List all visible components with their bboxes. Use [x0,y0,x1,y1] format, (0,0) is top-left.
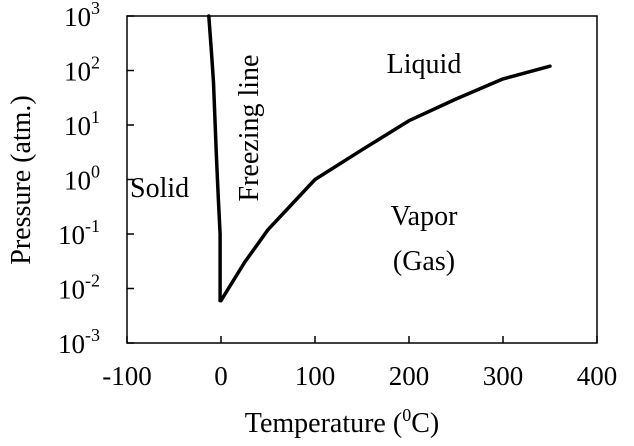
annotation-vapor: Vapor [391,201,459,232]
y-tick-label: 10-1 [58,216,100,250]
vapor-curve [219,64,552,303]
x-tick-label: 300 [483,361,524,391]
annotation-freezing-line: Freezing line [234,55,265,202]
x-axis-ticks: -100 0 100 200 300 400 [102,336,617,391]
x-tick-label: 200 [389,361,430,391]
y-tick-label: 100 [64,162,100,196]
y-tick-label: 10-2 [58,271,100,305]
annotation-solid: Solid [130,173,189,204]
x-tick-label: -100 [102,361,152,391]
y-tick-label: 101 [64,107,100,141]
y-tick-label: 103 [64,0,100,32]
y-axis-label: Pressure (atm.) [6,95,37,265]
plot-frame [126,15,598,344]
y-axis-ticks: 10-3 10-2 10-1 100 101 102 103 [58,0,134,359]
annotation-liquid: Liquid [387,49,462,80]
x-tick-label: 0 [214,361,228,391]
x-tick-label: 400 [577,361,618,391]
x-axis-label: Temperature (0C) [245,405,439,439]
y-tick-label: 10-3 [58,325,100,359]
annotation-gas: (Gas) [393,246,455,277]
x-tick-label: 100 [295,361,336,391]
curves [207,14,552,303]
freezing-curve [207,14,222,303]
y-tick-label: 102 [64,53,100,87]
